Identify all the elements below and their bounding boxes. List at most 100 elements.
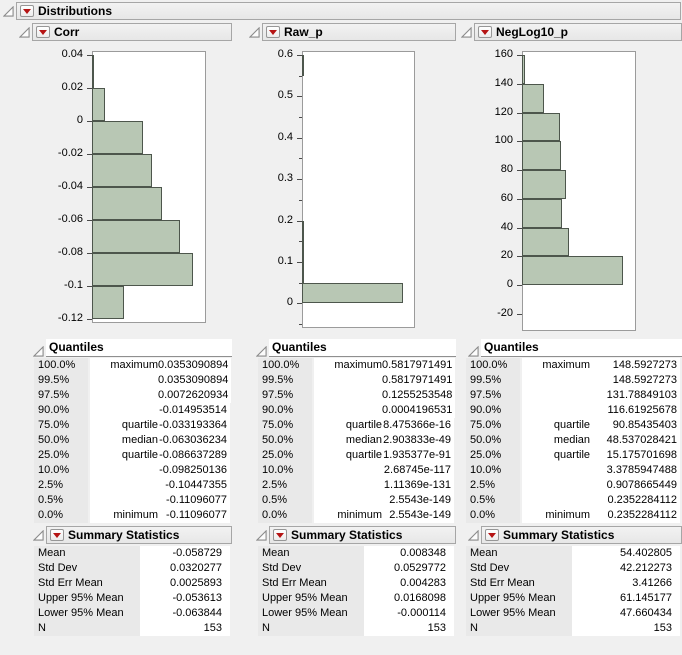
axis-tick-label: 120 (494, 105, 513, 118)
histogram-bar[interactable] (92, 219, 180, 253)
histogram-bar[interactable] (522, 256, 623, 286)
histogram-bar[interactable] (302, 55, 304, 76)
histogram-bar[interactable] (522, 141, 561, 171)
red-triangle-menu-icon[interactable] (20, 5, 34, 17)
histogram-bar[interactable] (522, 198, 562, 228)
quantile-row: 100.0% maximum 148.5927273 (466, 358, 680, 373)
disclosure-triangle-icon[interactable] (18, 26, 30, 38)
quantile-row: 97.5% 0.0072620934 (34, 388, 232, 403)
summary-statistics-title[interactable]: Summary Statistics (291, 528, 403, 542)
red-triangle-menu-icon[interactable] (36, 26, 50, 38)
quantile-label (314, 478, 382, 493)
axis-tick-label: 140 (494, 77, 513, 90)
summary-label: Lower 95% Mean (258, 606, 364, 621)
variable-title[interactable]: Corr (54, 25, 80, 39)
summary-row: Lower 95% Mean 47.660434 (466, 606, 680, 621)
histogram-bar[interactable] (522, 55, 525, 84)
summary-statistics-title[interactable]: Summary Statistics (68, 528, 180, 542)
axis-minor-tick (299, 241, 302, 242)
summary-label: Mean (34, 546, 140, 561)
summary-value: 3.41266 (572, 576, 680, 591)
summary-row: Lower 95% Mean -0.000114 (258, 606, 454, 621)
summary-row: N 153 (466, 621, 680, 636)
histogram-bar[interactable] (92, 285, 124, 319)
red-triangle-menu-icon[interactable] (478, 26, 492, 38)
axis-tick-label: 60 (500, 191, 513, 204)
axis-tick-label: 0 (76, 114, 83, 127)
quantile-row: 0.0% minimum 0.2352284112 (466, 508, 680, 523)
disclosure-triangle-icon[interactable] (460, 26, 472, 38)
axis-tick (517, 55, 522, 56)
quantile-row: 50.0% median -0.063036234 (34, 433, 230, 448)
quantile-value: 1.11369e-131 (382, 478, 454, 493)
disclosure-triangle-icon[interactable] (2, 5, 14, 17)
quantiles-title[interactable]: Quantiles (46, 339, 232, 357)
quantile-pct: 100.0% (34, 358, 88, 373)
axis-minor-tick (299, 76, 302, 77)
disclosure-triangle-icon[interactable] (467, 529, 479, 541)
quantiles-table: 100.0% maximum 0.5817971491 99.5% 0.58179714… (258, 358, 456, 523)
disclosure-triangle-icon[interactable] (32, 529, 44, 541)
quantiles-title[interactable]: Quantiles (269, 339, 456, 357)
histogram-bar[interactable] (522, 112, 560, 142)
disclosure-triangle-icon[interactable] (248, 26, 260, 38)
histogram-bar[interactable] (92, 187, 162, 220)
axis-tick (297, 96, 302, 97)
histogram-bar[interactable] (92, 252, 193, 286)
disclosure-triangle-icon[interactable] (255, 345, 267, 357)
disclosure-triangle-icon[interactable] (32, 345, 44, 357)
histogram-bar[interactable] (522, 84, 544, 113)
variable-title[interactable]: NegLog10_p (496, 25, 569, 39)
summary-statistics-title[interactable]: Summary Statistics (503, 528, 615, 542)
axis-tick-label: 0 (506, 278, 513, 291)
red-triangle-menu-icon[interactable] (266, 26, 280, 38)
quantile-pct: 25.0% (258, 448, 312, 463)
quantile-label (522, 388, 590, 403)
quantile-pct: 90.0% (466, 403, 520, 418)
quantile-row: 75.0% quartile 90.85435403 (466, 418, 680, 433)
histogram-bar[interactable] (92, 121, 143, 155)
quantile-row: 100.0% maximum 0.5817971491 (258, 358, 456, 373)
quantile-row: 25.0% quartile -0.086637289 (34, 448, 230, 463)
histogram-bar[interactable] (522, 227, 569, 257)
quantile-pct: 0.0% (258, 508, 312, 523)
summary-value: 47.660434 (572, 606, 680, 621)
quantile-row: 10.0% -0.098250136 (34, 463, 230, 478)
quantile-label (522, 478, 590, 493)
disclosure-triangle-icon[interactable] (467, 345, 479, 357)
quantile-value: 2.5543e-149 (382, 493, 454, 508)
quantile-row: 0.5% -0.11096077 (34, 493, 230, 508)
histogram-bar[interactable] (92, 55, 94, 89)
axis-tick-label: 0.02 (61, 81, 83, 94)
histogram-bar[interactable] (522, 170, 566, 199)
variable-title[interactable]: Raw_p (284, 25, 323, 39)
quantile-row: 97.5% 0.1255253548 (258, 388, 456, 403)
histogram-bar[interactable] (92, 88, 105, 122)
red-triangle-menu-icon[interactable] (273, 529, 287, 541)
summary-row: Std Err Mean 3.41266 (466, 576, 680, 591)
histogram: 160 140 120 100 80 60 40 20 0 -20 (460, 41, 682, 336)
histogram-bar[interactable] (302, 220, 304, 283)
axis-tick-label: -0.12 (57, 311, 83, 324)
summary-table: Mean -0.058729 Std Dev 0.0320277 Std Err Mea… (34, 546, 230, 636)
disclosure-triangle-icon[interactable] (255, 529, 267, 541)
axis-minor-tick (299, 158, 302, 159)
axis-tick (517, 256, 522, 257)
quantiles-title[interactable]: Quantiles (481, 339, 682, 357)
axis-tick-label: 160 (494, 48, 513, 61)
variable-header: Corr (18, 23, 232, 41)
quantile-row: 75.0% quartile 8.475366e-16 (258, 418, 454, 433)
quantile-row: 25.0% quartile 1.935377e-91 (258, 448, 454, 463)
red-triangle-menu-icon[interactable] (50, 529, 64, 541)
page-title[interactable]: Distributions (38, 4, 112, 18)
quantile-value: 0.0353090894 (158, 373, 232, 388)
quantile-label (90, 463, 158, 478)
axis-tick-label: -20 (497, 306, 513, 319)
histogram-bar[interactable] (92, 154, 152, 187)
red-triangle-menu-icon[interactable] (485, 529, 499, 541)
histogram-bar[interactable] (302, 282, 403, 304)
summary-label: Std Dev (466, 561, 572, 576)
histogram: 0.04 0.02 0 -0.02 -0.04 -0.06 -0.08 -0.1 -0.12 (18, 41, 232, 336)
quantile-pct: 50.0% (258, 433, 312, 448)
quantile-row: 90.0% -0.014953514 (34, 403, 230, 418)
